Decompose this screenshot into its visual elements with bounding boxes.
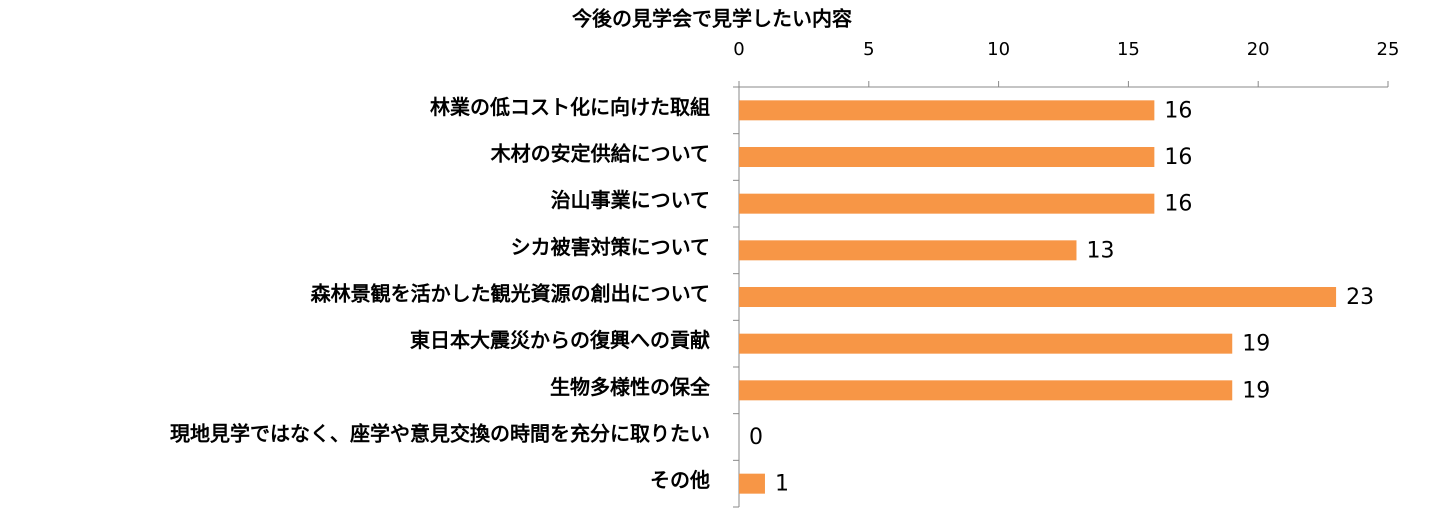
bar bbox=[739, 100, 1155, 121]
y-tick-label: 生物多様性の保全 bbox=[550, 375, 711, 399]
value-label: 13 bbox=[1086, 238, 1114, 263]
y-tick-label: シカ被害対策について bbox=[511, 235, 710, 259]
value-label: 23 bbox=[1346, 285, 1374, 310]
bar bbox=[739, 193, 1155, 214]
bar bbox=[739, 240, 1077, 261]
y-tick-label: その他 bbox=[650, 468, 710, 492]
y-tick-label: 森林景観を活かした観光資源の創出について bbox=[311, 282, 710, 306]
value-label: 16 bbox=[1164, 192, 1192, 217]
bar bbox=[739, 380, 1233, 401]
value-label: 1 bbox=[775, 472, 789, 497]
y-tick-label: 治山事業について bbox=[551, 188, 710, 212]
chart-title: 今後の見学会で見学したい内容 bbox=[572, 7, 852, 31]
value-label: 0 bbox=[749, 425, 763, 450]
value-label: 16 bbox=[1164, 98, 1192, 123]
y-tick-label: 現地見学ではなく、座学や意見交換の時間を充分に取りたい bbox=[170, 422, 710, 446]
bar bbox=[739, 473, 765, 494]
value-label: 19 bbox=[1242, 332, 1270, 357]
x-tick-label: 20 bbox=[1247, 39, 1270, 60]
x-tick-label: 0 bbox=[733, 39, 744, 60]
x-tick-label: 15 bbox=[1117, 39, 1140, 60]
x-tick-label: 5 bbox=[863, 39, 874, 60]
bar bbox=[739, 147, 1155, 167]
y-tick-label: 木材の安定供給について bbox=[490, 142, 710, 166]
x-tick-label: 10 bbox=[987, 39, 1010, 60]
y-tick-label: 東日本大震災からの復興への貢献 bbox=[410, 328, 710, 352]
y-tick-label: 林業の低コスト化に向けた取組 bbox=[430, 95, 710, 119]
x-tick-label: 25 bbox=[1377, 39, 1400, 60]
bar bbox=[739, 287, 1337, 307]
value-label: 16 bbox=[1164, 145, 1192, 170]
value-label: 19 bbox=[1242, 378, 1270, 403]
bar bbox=[739, 333, 1233, 354]
